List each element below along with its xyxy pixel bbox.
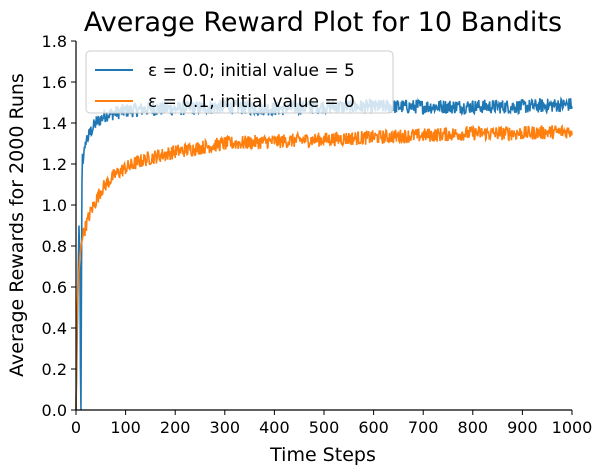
y-tick-label: 1.2 [42,155,67,174]
y-tick-label: 1.0 [42,196,67,215]
x-tick-label: 800 [458,418,489,437]
x-tick-label: 700 [408,418,439,437]
x-tick-label: 0 [71,418,81,437]
y-tick-label: 1.8 [42,32,67,51]
y-tick-label: 1.6 [42,73,67,92]
y-tick-label: 0.4 [42,319,67,338]
y-tick-label: 1.4 [42,114,67,133]
x-tick-label: 100 [110,418,141,437]
x-tick-label: 300 [210,418,241,437]
plot-area [75,96,573,411]
y-tick-label: 0.2 [42,360,67,379]
legend-label-0: ε = 0.0; initial value = 5 [148,61,355,81]
series-line-1 [75,124,573,411]
y-tick-label: 0.0 [42,401,67,420]
x-tick-label: 400 [259,418,290,437]
axes: 0 100 200 300 400 500 600 700 800 900 1000 0.0 0.2 0.… [42,32,593,437]
legend-box [85,50,394,114]
y-axis-label: Average Rewards for 2000 Runs [6,73,28,377]
x-tick-label: 1000 [552,418,593,437]
y-tick-label: 0.8 [42,237,67,256]
y-tick-label: 0.6 [42,278,67,297]
chart-title: Average Reward Plot for 10 Bandits [84,7,562,38]
x-tick-label: 900 [507,418,538,437]
legend: ε = 0.0; initial value = 5 ε = 0.1; initi… [85,50,394,114]
x-tick-label: 600 [358,418,389,437]
x-tick-label: 500 [309,418,340,437]
x-tick-label: 200 [160,418,191,437]
x-axis-label: Time Steps [269,444,376,466]
legend-label-1: ε = 0.1; initial value = 0 [148,92,355,112]
